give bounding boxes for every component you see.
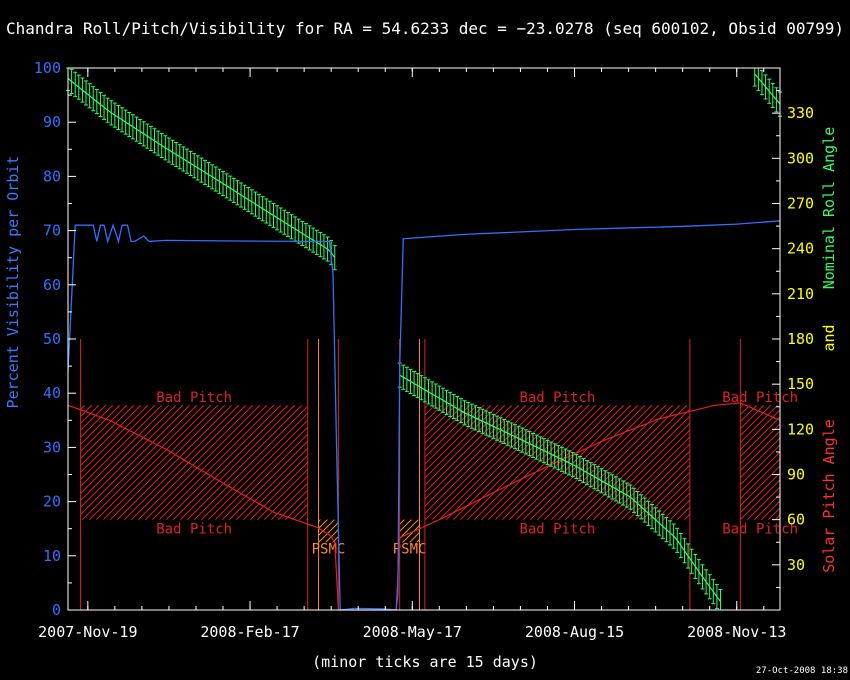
pitch-series-line: [67, 402, 781, 611]
right-axis-tick-label: 150: [787, 375, 814, 393]
left-axis-tick-label: 20: [43, 493, 61, 511]
x-axis-tick-label: 2008-May-17: [363, 623, 462, 641]
right-axis-tick-label: 120: [787, 420, 814, 438]
visibility-series-line: [67, 220, 781, 611]
right-axis-label-pitch: Solar Pitch Angle: [820, 419, 838, 573]
right-axis-tick-label: 180: [787, 330, 814, 348]
psmc-region: [399, 519, 420, 543]
bad-pitch-label-lower: Bad Pitch: [156, 522, 232, 538]
chart-title: Chandra Roll/Pitch/Visibility for RA = 5…: [6, 19, 844, 38]
x-axis-tick-label: 2007-Nov-19: [38, 623, 137, 641]
left-axis-tick-label: 0: [52, 601, 61, 619]
right-axis-tick-label: 300: [787, 149, 814, 167]
x-axis-tick-label: 2008-Feb-17: [200, 623, 299, 641]
roll-series-line: [67, 78, 336, 259]
right-axis-tick-label: 30: [787, 556, 805, 574]
x-axis-tick-label: 2008-Nov-13: [687, 623, 786, 641]
roll-series-line: [754, 73, 781, 105]
psmc-label: PSMC: [393, 541, 427, 557]
left-axis-tick-label: 10: [43, 547, 61, 565]
psmc-region: [318, 519, 339, 543]
right-axis-tick-label: 240: [787, 240, 814, 258]
left-axis-tick-label: 70: [43, 222, 61, 240]
series-layer: [66, 67, 782, 611]
bad-pitch-label-upper: Bad Pitch: [156, 390, 232, 406]
axes-layer: 0 10 20 30 40 50 60 70 80 90 100 30 60 90 120 150 180 210…: [34, 59, 814, 641]
left-axis-tick-label: 100: [34, 59, 61, 77]
left-axis-tick-label: 80: [43, 167, 61, 185]
left-axis-tick-label: 40: [43, 384, 61, 402]
right-axis-tick-label: 330: [787, 104, 814, 122]
left-axis-tick-label: 60: [43, 276, 61, 294]
right-axis-label-and: and: [820, 324, 838, 351]
psmc-label: PSMC: [312, 541, 346, 557]
timestamp: 27-Oct-2008 18:38: [756, 666, 848, 676]
bad-pitch-region: [740, 405, 780, 520]
right-axis-tick-label: 270: [787, 195, 814, 213]
bad-pitch-label-lower: Bad Pitch: [722, 522, 798, 538]
left-axis-tick-label: 50: [43, 330, 61, 348]
right-axis-tick-label: 210: [787, 285, 814, 303]
region-layer: Bad Pitch Bad Pitch Bad Pitch Bad Pitch Bad …: [80, 339, 798, 610]
left-axis-tick-label: 30: [43, 438, 61, 456]
right-axis-label-roll: Nominal Roll Angle: [820, 127, 838, 290]
x-axis-tick-label: 2008-Aug-15: [525, 623, 624, 641]
left-axis-tick-label: 90: [43, 113, 61, 131]
bad-pitch-label-lower: Bad Pitch: [519, 522, 595, 538]
right-axis-tick-label: 60: [787, 511, 805, 529]
bad-pitch-label-upper: Bad Pitch: [519, 390, 595, 406]
right-axis-tick-label: 90: [787, 466, 805, 484]
roll-series-line: [399, 374, 721, 602]
bad-pitch-label-upper: Bad Pitch: [722, 390, 798, 406]
left-axis-label: Percent Visibility per Orbit: [4, 156, 22, 409]
x-axis-label: (minor ticks are 15 days): [312, 653, 538, 671]
